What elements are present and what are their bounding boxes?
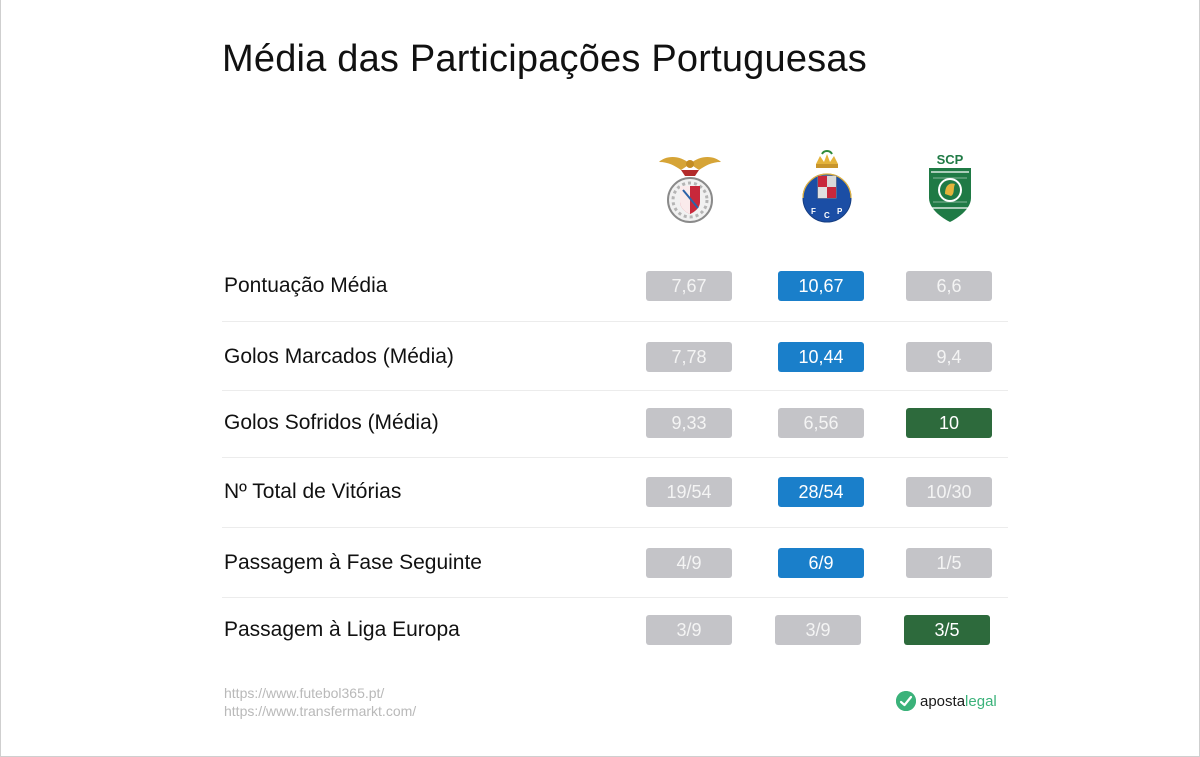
- value-porto: 6,56: [778, 408, 864, 438]
- benfica-crest-icon: [655, 150, 725, 230]
- value-sporting: 3/5: [904, 615, 990, 645]
- brand-name-part2: legal: [965, 692, 997, 710]
- value-sporting: 1/5: [906, 548, 992, 578]
- value-sporting: 9,4: [906, 342, 992, 372]
- value-porto: 6/9: [778, 548, 864, 578]
- row-label: Golos Marcados (Média): [224, 345, 454, 368]
- value-porto: 10,44: [778, 342, 864, 372]
- value-benfica: 7,78: [646, 342, 732, 372]
- row-label: Passagem à Fase Seguinte: [224, 551, 482, 574]
- value-benfica: 7,67: [646, 271, 732, 301]
- row-label: Golos Sofridos (Média): [224, 411, 439, 434]
- sources: https://www.futebol365.pt/ https://www.t…: [224, 684, 416, 720]
- source-link[interactable]: https://www.transfermarkt.com/: [224, 703, 417, 719]
- row-label: Passagem à Liga Europa: [224, 618, 460, 641]
- row-divider: [222, 597, 1008, 598]
- sporting-crest-icon: SCP: [915, 150, 985, 230]
- value-sporting: 6,6: [906, 271, 992, 301]
- brand-name-part1: aposta: [920, 692, 966, 710]
- value-porto: 3/9: [775, 615, 861, 645]
- porto-crest-icon: F C P: [792, 150, 862, 230]
- value-sporting: 10: [906, 408, 992, 438]
- row-divider: [222, 390, 1008, 391]
- svg-text:P: P: [837, 207, 843, 216]
- value-porto: 10,67: [778, 271, 864, 301]
- page-title: Média das Participações Portuguesas: [222, 38, 867, 80]
- sporting-crest-text: SCP: [937, 152, 964, 167]
- row-label: Pontuação Média: [224, 274, 388, 297]
- value-sporting: 10/30: [906, 477, 992, 507]
- table-row: Pontuação Média 7,67 10,67 6,6: [222, 252, 1008, 320]
- value-benfica: 3/9: [646, 615, 732, 645]
- value-porto: 28/54: [778, 477, 864, 507]
- table-row: Passagem à Liga Europa 3/9 3/9 3/5: [222, 596, 1008, 664]
- table-row: Golos Marcados (Média) 7,78 10,44 9,4: [222, 323, 1008, 391]
- table-row: Nº Total de Vitórias 19/54 28/54 10/30: [222, 458, 1008, 526]
- row-divider: [222, 527, 1008, 528]
- svg-text:C: C: [824, 211, 830, 220]
- svg-text:F: F: [811, 207, 816, 216]
- value-benfica: 9,33: [646, 408, 732, 438]
- value-benfica: 19/54: [646, 477, 732, 507]
- brand-logo: aposta legal: [896, 689, 997, 713]
- source-link[interactable]: https://www.futebol365.pt/: [224, 685, 385, 701]
- row-divider: [222, 321, 1008, 322]
- row-label: Nº Total de Vitórias: [224, 480, 402, 503]
- table-row: Golos Sofridos (Média) 9,33 6,56 10: [222, 389, 1008, 457]
- value-benfica: 4/9: [646, 548, 732, 578]
- table-row: Passagem à Fase Seguinte 4/9 6/9 1/5: [222, 529, 1008, 597]
- aposta-legal-logo-icon: [896, 691, 916, 711]
- row-divider: [222, 457, 1008, 458]
